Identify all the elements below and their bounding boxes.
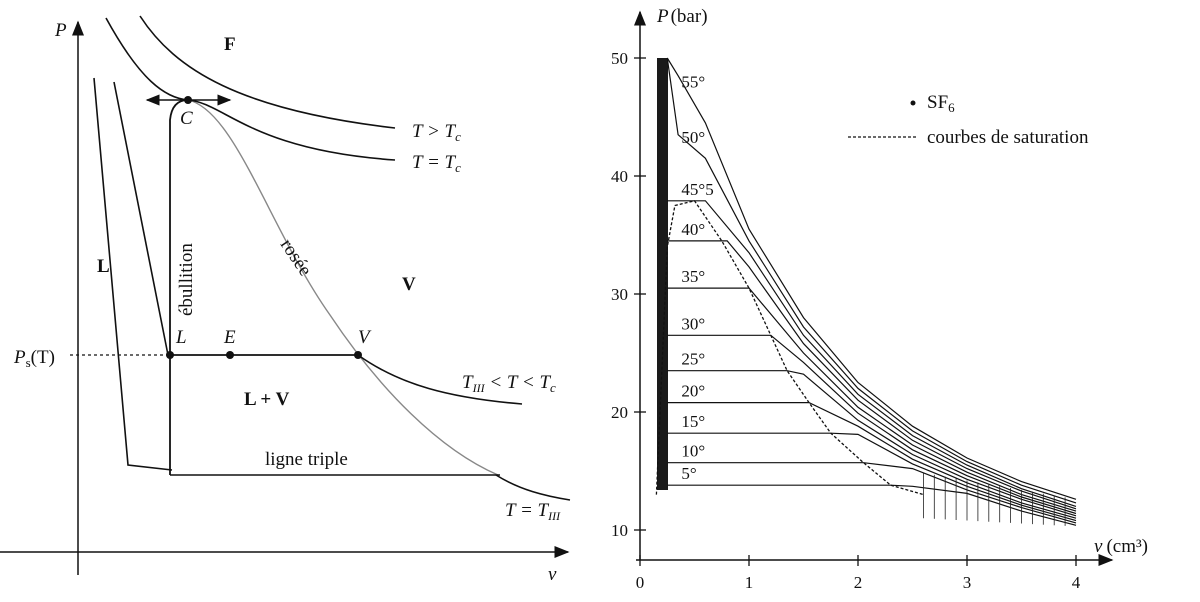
isotherm-label: 20°: [681, 382, 705, 401]
ebullition-label: ébullition: [176, 243, 197, 316]
y-tick-label: 40: [611, 167, 628, 186]
y-tick-label: 30: [611, 285, 628, 304]
isotherm-line: [667, 402, 1077, 519]
legend-sf6-marker: [910, 100, 916, 106]
isotherm-mid: [357, 354, 523, 405]
x-tick-label: 4: [1072, 573, 1081, 592]
isotherm-eq-label: T = Tc: [412, 152, 461, 175]
liquid-band: [657, 58, 668, 490]
isotherm-label: 30°: [681, 314, 705, 333]
ps-label: Ps(T): [13, 347, 55, 370]
point-c-label: C: [180, 108, 193, 129]
y-tick-label: 20: [611, 403, 628, 422]
isotherm-t-eq-tc: [105, 17, 396, 161]
y-tick-label: 50: [611, 49, 628, 68]
y-tick-label: 10: [611, 521, 628, 540]
x-tick-label: 3: [963, 573, 972, 592]
isotherm-label: 5°: [681, 464, 696, 483]
isotherm-iii-label: T = TIII: [505, 500, 561, 523]
legend: SF6 courbes de saturation: [848, 92, 1089, 148]
legend-sat-label: courbes de saturation: [927, 127, 1089, 148]
isotherm-line: [667, 240, 1077, 510]
right-chart: P (bar) v (cm³) 10 20 30 40 50 0 1 2 3 4 55° 50° 45°…: [611, 6, 1148, 592]
point-v-dot: [354, 351, 362, 359]
isotherm-label: 25°: [681, 350, 705, 369]
isotherm-line: [666, 57, 1077, 500]
isotherm-line: [667, 200, 1077, 507]
left-axis-label-p: P: [54, 20, 67, 41]
legend-sf6-label: SF6: [927, 92, 955, 115]
point-e-label: E: [223, 327, 236, 348]
x-ticks: 0 1 2 3 4: [636, 555, 1081, 592]
point-e-dot: [226, 351, 234, 359]
isotherm-label: 35°: [681, 267, 705, 286]
rosee-label: rosée: [276, 235, 316, 280]
left-axis-label-v: v: [548, 564, 557, 585]
x-tick-label: 2: [854, 573, 863, 592]
isotherm-labels: 55° 50° 45°5 40° 35° 30° 25° 20° 15° 10° 5°: [681, 73, 713, 484]
point-v-label: V: [358, 327, 372, 348]
isotherm-label: 40°: [681, 220, 705, 239]
liquid-curve-inner: [113, 81, 169, 356]
right-xlabel: v (cm³): [1094, 536, 1148, 557]
isotherm-line: [666, 57, 1077, 504]
liquid-curve-outer: [93, 77, 173, 471]
isotherm-line: [667, 370, 1077, 517]
isotherm-line: [667, 484, 1077, 526]
left-diagram: P v C L E V F L V L + V é: [0, 15, 571, 585]
ligne-triple-label: ligne triple: [265, 449, 348, 470]
region-v-label: V: [402, 274, 416, 295]
isotherm-label: 10°: [681, 442, 705, 461]
isotherm-t-iii: [495, 474, 571, 501]
point-c-dot: [184, 96, 192, 104]
isotherm-curves: [666, 57, 1077, 526]
isotherm-line: [667, 287, 1077, 512]
isotherm-t-gt-tc: [139, 15, 396, 129]
region-f-label: F: [224, 34, 236, 55]
isotherm-line: [667, 432, 1077, 522]
isotherm-line: [667, 334, 1077, 515]
isotherm-label: 50°: [681, 128, 705, 147]
right-ylabel: P (bar): [656, 6, 708, 27]
isotherm-line: [667, 462, 1077, 524]
isotherm-gt-label: T > Tc: [412, 121, 461, 144]
isotherm-mid-label: TIII < T < Tc: [462, 372, 556, 395]
x-tick-label: 0: [636, 573, 645, 592]
x-tick-label: 1: [745, 573, 754, 592]
y-ticks: 10 20 30 40 50: [611, 49, 646, 540]
region-l-label: L: [97, 256, 110, 277]
region-lv-label: L + V: [244, 389, 290, 410]
isotherm-label: 55°: [681, 73, 705, 92]
isotherm-label: 15°: [681, 412, 705, 431]
point-l-dot: [166, 351, 174, 359]
dew-curve: [187, 99, 499, 476]
isotherm-label: 45°5: [681, 180, 713, 199]
point-l-label: L: [175, 327, 187, 348]
